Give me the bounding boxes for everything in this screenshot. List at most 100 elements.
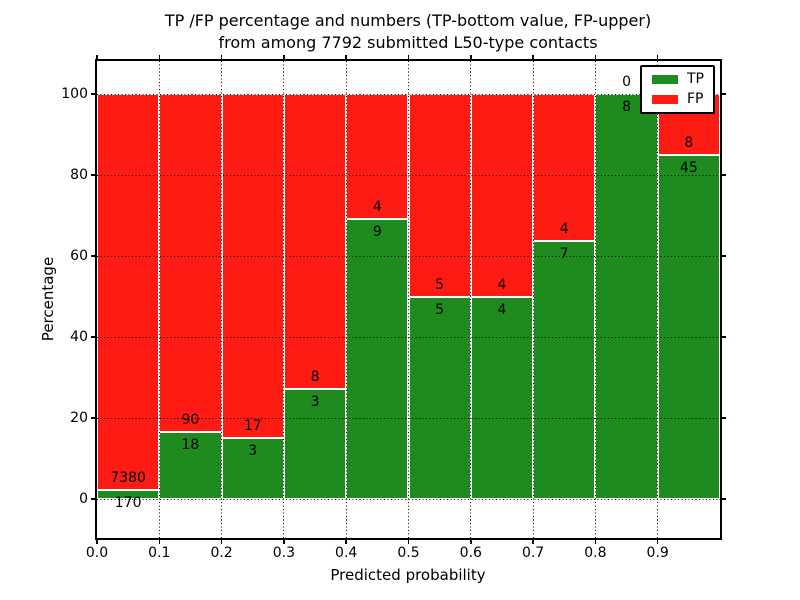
x-tick-top bbox=[407, 55, 410, 59]
bar-segment-tp bbox=[283, 388, 347, 500]
x-tick-bottom bbox=[407, 540, 410, 544]
x-tick-label: 0.0 bbox=[85, 545, 109, 561]
y-tick-right bbox=[722, 93, 726, 95]
bar-segment-fp bbox=[408, 94, 471, 297]
x-tick-top bbox=[220, 55, 223, 59]
chart-title: TP /FP percentage and numbers (TP-bottom… bbox=[165, 10, 651, 54]
bar-label-tp: 8 bbox=[622, 99, 631, 116]
bar-label-tp: 170 bbox=[114, 495, 142, 511]
bar-segment-tp bbox=[657, 155, 720, 500]
y-tick-left bbox=[91, 417, 95, 419]
gridline-vertical bbox=[158, 61, 160, 538]
bar-segment-fp bbox=[470, 94, 534, 297]
gridline-vertical bbox=[283, 61, 285, 538]
bar-segment-fp bbox=[221, 94, 284, 439]
bar-label-tp: 45 bbox=[679, 160, 698, 177]
y-tick-left bbox=[91, 336, 95, 338]
bar-label-tp: 9 bbox=[372, 223, 382, 240]
x-tick-top bbox=[96, 55, 98, 59]
x-tick-label: 0.7 bbox=[521, 545, 545, 561]
x-tick-top bbox=[470, 55, 472, 59]
x-tick-top bbox=[656, 55, 659, 59]
bar-segment-fp bbox=[159, 94, 222, 432]
legend-item-tp: TP bbox=[651, 72, 704, 87]
bar-segment-tp bbox=[346, 218, 409, 500]
bar-segment-tp bbox=[408, 296, 471, 500]
gridline-vertical bbox=[532, 61, 534, 538]
y-tick-label: 80 bbox=[70, 167, 88, 184]
y-tick-left bbox=[91, 93, 95, 95]
legend-label-tp: TP bbox=[687, 71, 704, 87]
x-tick-top bbox=[283, 55, 285, 59]
y-tick-right bbox=[722, 336, 726, 338]
bar-label-fp: 4 bbox=[497, 276, 507, 293]
x-axis-label: Predicted probability bbox=[330, 566, 486, 584]
x-tick-label: 0.8 bbox=[584, 545, 607, 561]
bar-segment-fp bbox=[533, 94, 596, 242]
legend-label-fp: FP bbox=[687, 91, 704, 107]
x-tick-top bbox=[158, 55, 161, 59]
x-tick-bottom bbox=[96, 540, 98, 544]
x-tick-bottom bbox=[470, 540, 472, 544]
bar-label-fp: 8 bbox=[310, 368, 320, 385]
bar-segment-fp bbox=[346, 94, 409, 219]
bar-label-fp: 0 bbox=[622, 74, 631, 91]
x-tick-label: 0.1 bbox=[148, 545, 171, 561]
y-tick-right bbox=[722, 417, 726, 419]
x-tick-top bbox=[532, 55, 534, 59]
gridline-vertical bbox=[594, 61, 596, 538]
bar-segment-fp bbox=[97, 94, 160, 490]
y-tick-label: 100 bbox=[61, 86, 88, 103]
x-tick-bottom bbox=[532, 540, 534, 544]
legend-item-fp: FP bbox=[651, 92, 704, 107]
x-tick-bottom bbox=[656, 540, 659, 544]
bar-label-tp: 18 bbox=[181, 436, 200, 453]
y-tick-right bbox=[722, 255, 726, 257]
x-tick-top bbox=[594, 55, 597, 59]
y-tick-label: 40 bbox=[70, 329, 88, 346]
legend-swatch-fp bbox=[651, 94, 679, 105]
bar-label-fp: 17 bbox=[243, 418, 262, 435]
chart-title-line2: from among 7792 submitted L50-type conta… bbox=[218, 33, 598, 52]
bar-segment-tp bbox=[470, 296, 534, 500]
bar-segment-tp bbox=[595, 94, 658, 500]
y-tick-label: 60 bbox=[70, 248, 88, 265]
x-tick-label: 0.3 bbox=[272, 545, 296, 561]
bar-label-tp: 3 bbox=[248, 443, 258, 460]
bar-label-fp: 8 bbox=[684, 135, 694, 152]
legend-swatch-tp bbox=[651, 74, 679, 85]
gridline-vertical bbox=[345, 61, 347, 538]
y-tick-label: 0 bbox=[79, 491, 88, 508]
bar-segment-tp bbox=[159, 431, 222, 500]
x-tick-bottom bbox=[220, 540, 223, 544]
bar-label-tp: 5 bbox=[435, 301, 445, 318]
y-tick-right bbox=[722, 498, 726, 500]
bar-label-fp: 90 bbox=[181, 411, 200, 428]
y-tick-left bbox=[91, 255, 95, 257]
chart-title-line1: TP /FP percentage and numbers (TP-bottom… bbox=[164, 11, 652, 30]
bar-label-fp: 5 bbox=[435, 276, 445, 293]
bar-segment-tp bbox=[533, 241, 596, 500]
x-tick-label: 0.2 bbox=[210, 545, 233, 561]
x-tick-bottom bbox=[158, 540, 161, 544]
x-tick-top bbox=[345, 55, 347, 59]
bar-segment-tp bbox=[221, 438, 284, 500]
gridline-vertical bbox=[657, 61, 659, 538]
y-tick-right bbox=[722, 174, 726, 176]
x-tick-label: 0.6 bbox=[459, 545, 482, 561]
bar-label-tp: 4 bbox=[497, 301, 507, 318]
bar-label-fp: 4 bbox=[559, 221, 569, 238]
bar-label-fp: 4 bbox=[372, 198, 382, 215]
y-tick-left bbox=[91, 498, 95, 500]
y-tick-left bbox=[91, 174, 95, 176]
bar-label-tp: 7 bbox=[559, 246, 569, 263]
x-tick-label: 0.9 bbox=[646, 545, 669, 561]
gridline-vertical bbox=[221, 61, 223, 538]
y-tick-label: 20 bbox=[70, 410, 88, 427]
x-tick-label: 0.4 bbox=[335, 545, 358, 561]
bar-label-tp: 3 bbox=[310, 393, 320, 410]
bar-segment-tp bbox=[97, 490, 160, 500]
bar-label-fp: 7380 bbox=[110, 470, 146, 486]
legend: TP FP bbox=[640, 65, 715, 114]
